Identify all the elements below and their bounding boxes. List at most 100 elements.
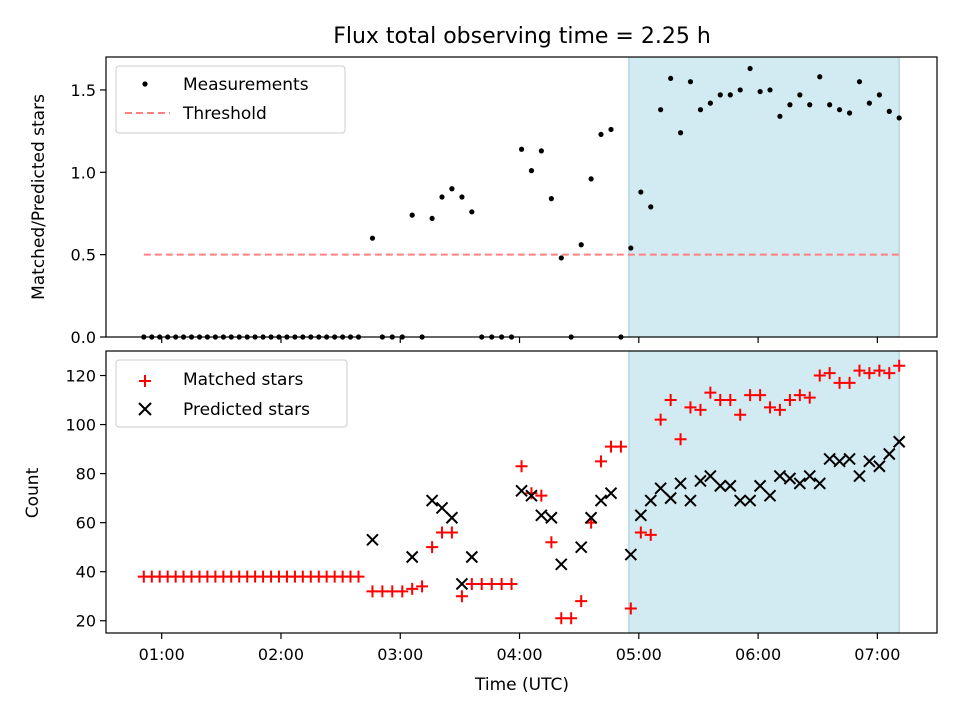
matched-star-point [783,394,796,407]
predicted-star-point [366,533,379,547]
matched-star-point [515,460,528,473]
count-panel: 20 40 60 80 100 120 01:00 02:00 03:00 04:00 05:00… [23,350,938,695]
x-axis-ticks: 01:00 02:00 03:00 04:00 05:00 06:00 07:00 [139,633,900,664]
matched-star-point [416,580,429,593]
measurement-point [469,209,475,215]
matched-star-point [545,536,558,549]
predicted-star-point [883,447,896,461]
measurement-point [578,242,584,248]
predicted-star-point [863,455,876,468]
predicted-star-point [535,509,548,522]
matched-star-point [823,367,836,380]
predicted-star-point [545,511,558,524]
matched-star-point [445,526,458,539]
x-tick-label: 07:00 [854,645,900,664]
y-axis-ticks: 20 40 60 80 100 120 [65,367,106,631]
measurement-point [518,146,525,152]
measurement-point [757,88,763,95]
predicted-star-point [783,472,797,485]
matched-star-point [644,528,657,541]
measurement-point [787,102,793,108]
matched-stars-points [137,359,906,625]
y-tick-label: 80 [76,465,96,484]
predicted-star-point [714,479,727,493]
measurement-point [876,92,882,98]
predicted-star-point [704,469,717,483]
predicted-star-point [644,494,657,507]
measurement-point [548,196,554,202]
measurement-point [737,87,743,93]
y-tick-label: 0.0 [71,328,96,347]
predicted-star-point [753,479,767,493]
predicted-star-point [892,435,906,448]
measurement-point [797,92,803,98]
y-axis-label: Count [23,467,43,518]
y-tick-label: 20 [76,612,96,631]
measurement-point [668,75,674,82]
matched-star-point [565,612,578,625]
matched-star-point [654,413,667,426]
measurement-point [886,108,892,114]
measurement-point [777,113,783,119]
matched-star-point [694,403,707,416]
matched-star-point [352,570,365,583]
measurement-point [439,194,445,200]
matched-star-point [803,391,816,404]
predicted-star-point [584,511,598,524]
matched-star-point [704,386,717,399]
measurement-point [538,148,544,154]
predicted-star-point [763,489,777,502]
predicted-star-point [843,452,856,466]
measurement-point [856,79,863,85]
predicted-star-point [684,494,697,507]
measurement-point [717,92,723,98]
predicted-star-point [515,484,528,497]
matched-star-point [614,440,627,453]
measurement-point [528,168,535,174]
matched-star-point [883,367,896,380]
matched-star-point [764,401,777,414]
predicted-star-point [624,548,638,561]
matched-star-point [575,595,588,608]
predicted-star-point [405,550,419,564]
y-tick-label: 40 [76,563,96,582]
measurement-point [866,100,872,106]
matched-star-point [505,577,518,590]
measurement-point [687,79,694,85]
matched-star-point [594,455,607,468]
matched-star-point [426,541,439,554]
chart-title: Flux total observing time = 2.25 h [333,24,711,49]
measurement-point [638,189,644,195]
matched-star-point [793,389,806,402]
predicted-star-point [525,489,538,502]
y-tick-label: 1.5 [71,81,96,100]
measurement-point [707,100,713,106]
y-axis-label: Matched/Predicted stars [29,94,49,300]
predicted-star-point [694,474,707,488]
predicted-star-point [803,469,816,483]
measurement-point [608,126,614,133]
x-tick-label: 06:00 [735,645,781,664]
legend-entry-threshold: Threshold [182,104,267,124]
matched-star-point [724,394,737,407]
x-tick-label: 02:00 [258,645,304,664]
measurement-point [727,92,733,98]
matched-star-point [714,394,727,407]
legend-entry-predicted: Predicted stars [183,400,310,420]
x-tick-label: 03:00 [377,645,423,664]
measurement-point [459,194,465,200]
predicted-star-point [793,477,807,490]
matched-star-point [833,376,846,389]
matched-star-point [634,526,647,539]
predicted-star-point [594,494,608,507]
matched-star-point [734,408,747,421]
x-axis-ticks [161,337,878,343]
matched-star-point [396,585,409,598]
measurement-point [588,176,594,182]
matched-star-point [664,394,677,407]
plot-frame [105,350,938,634]
predicted-star-point [664,491,677,505]
matched-star-point [525,487,538,500]
ratio-panel: Flux total observing time = 2.25 h 0.00.… [29,24,938,347]
